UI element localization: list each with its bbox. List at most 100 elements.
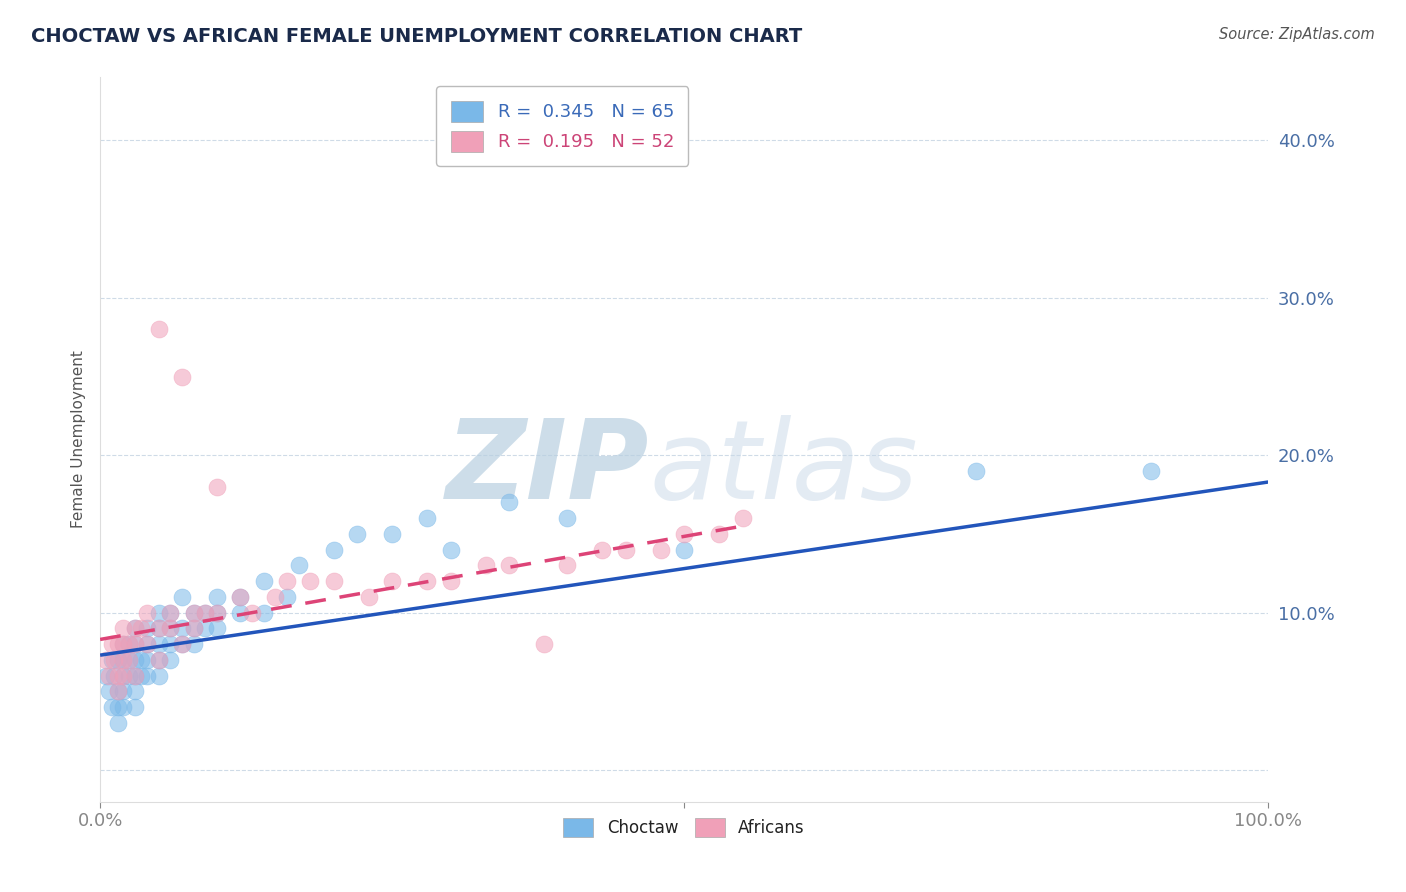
Point — [183, 637, 205, 651]
Point — [101, 700, 124, 714]
Point — [170, 590, 193, 604]
Point — [381, 527, 404, 541]
Point — [557, 511, 579, 525]
Point — [112, 653, 135, 667]
Point — [118, 637, 141, 651]
Point — [474, 558, 496, 573]
Point — [112, 700, 135, 714]
Text: CHOCTAW VS AFRICAN FEMALE UNEMPLOYMENT CORRELATION CHART: CHOCTAW VS AFRICAN FEMALE UNEMPLOYMENT C… — [31, 27, 803, 45]
Point — [107, 637, 129, 651]
Point — [439, 542, 461, 557]
Point — [253, 574, 276, 589]
Point — [129, 621, 152, 635]
Point — [159, 653, 181, 667]
Point — [229, 590, 252, 604]
Point — [194, 606, 217, 620]
Point — [107, 700, 129, 714]
Point — [124, 668, 146, 682]
Point — [118, 668, 141, 682]
Point — [170, 637, 193, 651]
Point — [1140, 464, 1163, 478]
Point — [124, 621, 146, 635]
Point — [101, 653, 124, 667]
Point — [614, 542, 637, 557]
Point — [159, 637, 181, 651]
Point — [159, 621, 181, 635]
Point — [98, 668, 121, 682]
Point — [148, 653, 170, 667]
Point — [135, 606, 157, 620]
Point — [112, 668, 135, 682]
Point — [346, 527, 368, 541]
Point — [107, 715, 129, 730]
Point — [107, 653, 129, 667]
Point — [135, 653, 157, 667]
Point — [170, 637, 193, 651]
Point — [107, 684, 129, 698]
Point — [170, 621, 193, 635]
Point — [673, 542, 696, 557]
Point — [194, 606, 217, 620]
Point — [557, 558, 579, 573]
Point — [124, 700, 146, 714]
Text: atlas: atlas — [650, 415, 918, 522]
Point — [129, 668, 152, 682]
Point — [731, 511, 754, 525]
Point — [205, 606, 228, 620]
Point — [135, 621, 157, 635]
Point — [103, 653, 125, 667]
Point — [124, 637, 146, 651]
Point — [148, 606, 170, 620]
Point — [205, 590, 228, 604]
Point — [124, 621, 146, 635]
Point — [112, 668, 135, 682]
Point — [183, 621, 205, 635]
Point — [673, 527, 696, 541]
Point — [650, 542, 672, 557]
Point — [416, 574, 439, 589]
Point — [416, 511, 439, 525]
Point — [148, 668, 170, 682]
Point — [135, 637, 157, 651]
Point — [148, 653, 170, 667]
Point — [101, 637, 124, 651]
Point — [439, 574, 461, 589]
Point — [253, 606, 276, 620]
Point — [276, 590, 298, 604]
Point — [124, 637, 146, 651]
Point — [276, 574, 298, 589]
Point — [183, 606, 205, 620]
Text: ZIP: ZIP — [446, 415, 650, 522]
Point — [94, 668, 117, 682]
Point — [112, 653, 135, 667]
Point — [112, 684, 135, 698]
Point — [205, 480, 228, 494]
Point — [322, 574, 344, 589]
Point — [118, 653, 141, 667]
Point — [118, 637, 141, 651]
Point — [498, 558, 520, 573]
Point — [264, 590, 287, 604]
Point — [240, 606, 263, 620]
Point — [287, 558, 309, 573]
Point — [498, 495, 520, 509]
Point — [965, 464, 987, 478]
Point — [357, 590, 380, 604]
Point — [107, 684, 129, 698]
Point — [205, 606, 228, 620]
Point — [94, 653, 117, 667]
Point — [229, 590, 252, 604]
Point — [322, 542, 344, 557]
Point — [591, 542, 613, 557]
Point — [148, 621, 170, 635]
Point — [194, 621, 217, 635]
Text: Source: ZipAtlas.com: Source: ZipAtlas.com — [1219, 27, 1375, 42]
Point — [533, 637, 555, 651]
Point — [124, 668, 146, 682]
Legend: Choctaw, Africans: Choctaw, Africans — [557, 812, 811, 844]
Point — [135, 668, 157, 682]
Point — [112, 621, 135, 635]
Point — [135, 637, 157, 651]
Point — [112, 637, 135, 651]
Point — [183, 621, 205, 635]
